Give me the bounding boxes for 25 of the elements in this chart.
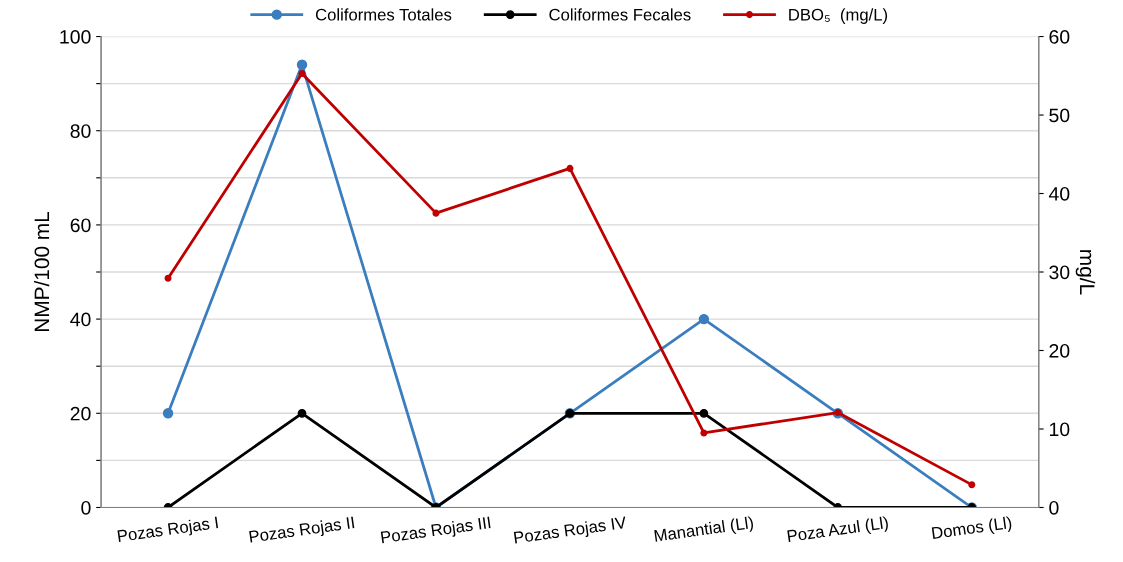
y-tick-label: 40 [70,312,91,327]
y-tick-label: 60 [70,218,91,233]
legend-label: DBO₅ (mg/L) [789,8,888,24]
y2-tick-label: 30 [1049,265,1070,280]
y2-tick-label: 60 [1049,30,1070,44]
x-tick-label: Pozas Rojas III [380,516,492,547]
y-tick-label: 80 [70,124,91,138]
y2-tick-label: 50 [1049,108,1070,123]
x-tick-label: Poza Azul (Ll) [787,515,889,546]
x-tick-label: Domos (Ll) [931,515,1013,543]
y-tick-label: 20 [70,406,91,421]
y2-axis-title: mg/L [1075,250,1096,295]
x-tick-label: Manantial (Ll) [654,515,754,546]
x-tick-label: Pozas Rojas I [117,516,219,546]
x-tick-label: Pozas Rojas II [249,516,355,546]
y2-tick-label: 20 [1049,343,1070,358]
y2-tick-label: 10 [1049,422,1070,437]
x-tick-label: Pozas Rojas IV [513,515,628,547]
legend-label: Coliformes Totales [315,8,452,21]
y2-tick-label: 40 [1048,186,1070,201]
legend-label: Coliformes Fecales [549,8,691,21]
y2-tick-label: 0 [1049,500,1059,515]
y-tick-label: 100 [60,30,91,44]
y-axis-title: NMP/100 mL [33,211,50,332]
y-tick-label: 0 [81,500,91,515]
